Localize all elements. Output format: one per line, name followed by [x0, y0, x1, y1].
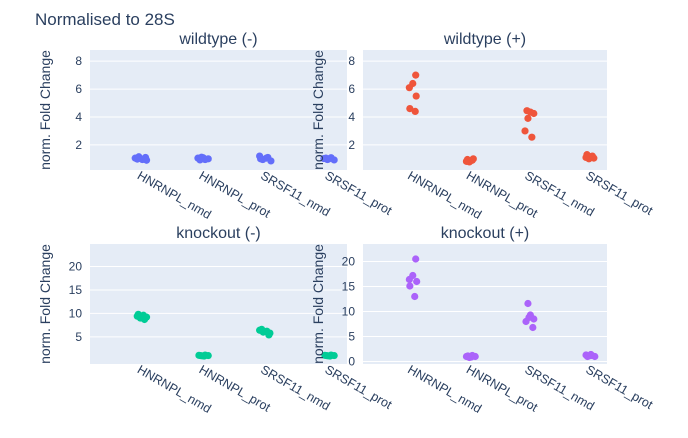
plot-background: [363, 244, 607, 364]
data-point: [196, 351, 205, 360]
data-point: [134, 310, 142, 318]
plot-background: [363, 50, 607, 170]
data-point: [412, 71, 420, 79]
data-point: [525, 313, 533, 322]
x-tick-label: SRSF11_prot: [323, 168, 395, 218]
data-point: [412, 255, 420, 263]
y-axis-label: norm. Fold Change: [310, 244, 326, 364]
data-point: [468, 156, 476, 164]
data-point: [264, 153, 272, 162]
data-point: [322, 351, 331, 360]
y-tick-label: 5: [348, 330, 355, 344]
subplot-title: knockout (+): [441, 225, 529, 242]
subplot-title: wildtype (-): [178, 31, 257, 48]
data-point: [196, 156, 204, 164]
y-tick-label: 4: [348, 110, 355, 124]
y-axis-label: norm. Fold Change: [310, 50, 326, 170]
data-point: [526, 108, 534, 116]
y-axis-label: norm. Fold Change: [37, 50, 53, 170]
data-point: [588, 152, 596, 160]
y-tick-label: 10: [69, 306, 83, 320]
data-point: [462, 157, 471, 165]
y-tick-label: 4: [75, 110, 82, 124]
data-point: [521, 127, 529, 135]
data-point: [133, 155, 141, 163]
y-tick-label: 15: [342, 280, 356, 294]
data-point: [257, 155, 265, 163]
subplot-title: wildtype (+): [443, 31, 526, 48]
data-point: [413, 277, 421, 286]
data-point: [142, 156, 151, 164]
data-point: [406, 105, 414, 113]
data-point: [528, 133, 536, 141]
y-tick-label: 6: [348, 82, 355, 96]
data-point: [412, 92, 420, 100]
y-tick-label: 15: [69, 283, 83, 297]
y-tick-label: 20: [342, 255, 356, 269]
data-point: [406, 282, 414, 290]
y-tick-label: 8: [75, 54, 82, 68]
data-point: [582, 153, 590, 162]
data-point: [524, 299, 532, 308]
y-tick-label: 5: [75, 330, 82, 344]
y-tick-label: 8: [348, 54, 355, 68]
data-point: [464, 352, 472, 360]
subplot-title: knockout (-): [176, 225, 260, 242]
data-point: [405, 275, 413, 284]
plot-background: [90, 50, 347, 170]
data-point: [405, 84, 413, 92]
x-tick-label: SRSF11_prot: [323, 362, 395, 412]
plot-background: [90, 244, 347, 364]
data-point: [140, 315, 149, 324]
y-tick-label: 10: [342, 305, 356, 319]
data-point: [411, 107, 419, 115]
data-point: [529, 323, 537, 332]
data-point: [411, 292, 419, 301]
y-tick-label: 2: [75, 138, 82, 152]
y-tick-label: 0: [348, 355, 355, 369]
data-point: [322, 154, 330, 162]
data-point: [583, 352, 592, 361]
figure-title: Normalised to 28S: [35, 10, 175, 29]
y-tick-label: 6: [75, 82, 82, 96]
data-point: [258, 325, 266, 333]
y-tick-label: 2: [348, 138, 355, 152]
data-point: [265, 331, 273, 339]
y-tick-label: 20: [69, 260, 83, 274]
data-point: [524, 114, 532, 122]
y-axis-label: norm. Fold Change: [37, 244, 53, 364]
